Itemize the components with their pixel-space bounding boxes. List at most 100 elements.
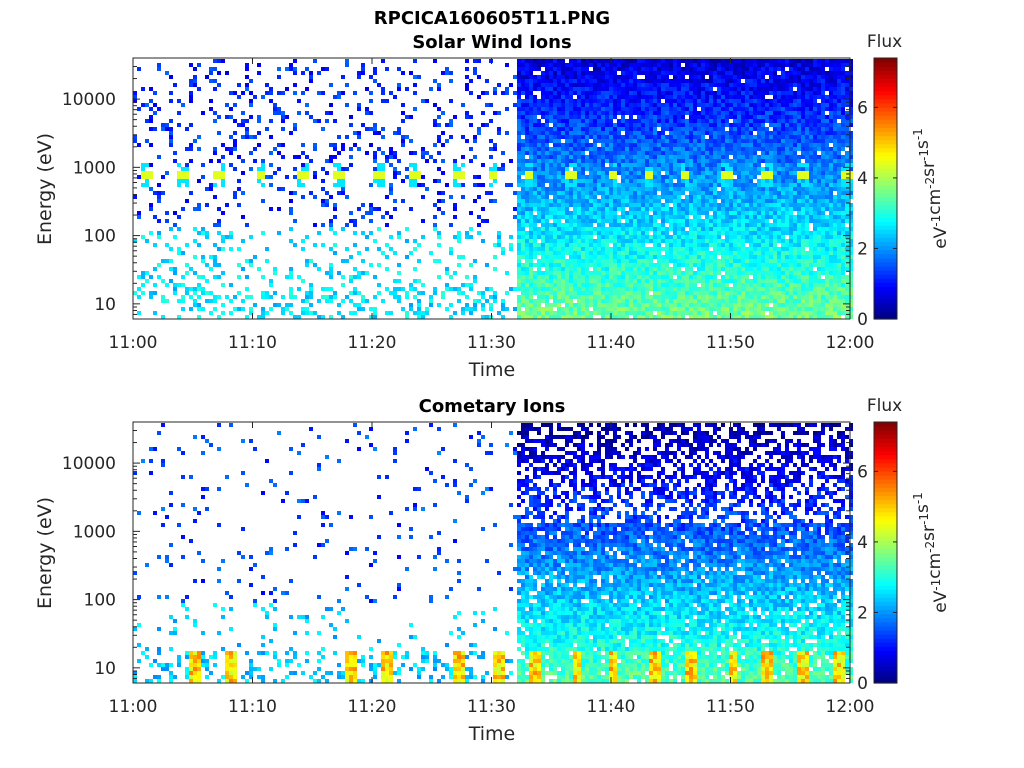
heatmap-cell [517,315,521,319]
heatmap-cell [649,87,653,91]
heatmap-cell [449,123,453,127]
heatmap-cell [413,295,417,299]
heatmap-cell [533,155,537,159]
heatmap-cell [593,95,597,99]
heatmap-cell [529,199,533,203]
heatmap-cell [717,171,721,175]
heatmap-cell [565,91,569,95]
heatmap-cell [665,267,669,271]
heatmap-cell [681,271,685,275]
heatmap-cell [561,123,565,127]
heatmap-cell [565,143,569,147]
heatmap-cell [553,175,557,179]
heatmap-cell [657,59,661,63]
heatmap-cell [189,95,193,99]
heatmap-cell [269,307,273,311]
heatmap-cell [613,59,617,63]
heatmap-cell [681,99,685,103]
heatmap-cell [625,151,629,155]
heatmap-cell [533,163,537,167]
heatmap-cell [641,275,645,279]
heatmap-cell [653,211,657,215]
heatmap-cell [593,219,597,223]
heatmap-cell [617,203,621,207]
heatmap-cell [605,171,609,175]
heatmap-cell [717,167,721,171]
heatmap-cell [425,187,429,191]
heatmap-cell [673,131,677,135]
heatmap-cell [673,251,677,255]
heatmap-cell [325,199,329,203]
heatmap-cell [713,243,717,247]
heatmap-cell [577,175,581,179]
heatmap-cell [705,195,709,199]
heatmap-cell [629,195,633,199]
heatmap-cell [557,295,561,299]
heatmap-cell [557,111,561,115]
heatmap-cell [393,207,397,211]
heatmap-cell [645,115,649,119]
heatmap-cell [745,131,749,135]
heatmap-cell [593,107,597,111]
heatmap-cell [681,107,685,111]
heatmap-cell [565,191,569,195]
heatmap-cell [669,107,673,111]
heatmap-cell [609,211,613,215]
heatmap-cell [589,155,593,159]
heatmap-cell [645,227,649,231]
heatmap-cell [541,91,545,95]
heatmap-cell [593,283,597,287]
heatmap-cell [545,295,549,299]
heatmap-cell [585,135,589,139]
heatmap-cell [233,119,237,123]
heatmap-cell [625,119,629,123]
heatmap-cell [605,287,609,291]
heatmap-cell [197,295,201,299]
heatmap-cell [721,103,725,107]
heatmap-cell [373,67,377,71]
heatmap-cell [741,311,745,315]
heatmap-cell [585,187,589,191]
heatmap-cell [545,267,549,271]
heatmap-cell [745,163,749,167]
heatmap-cell [749,183,753,187]
heatmap-cell [589,127,593,131]
heatmap-cell [581,291,585,295]
heatmap-cell [561,239,565,243]
heatmap-cell [381,59,385,63]
heatmap-cell [581,127,585,131]
heatmap-cell [529,63,533,67]
heatmap-cell [561,179,565,183]
heatmap-cell [545,275,549,279]
heatmap-cell [725,103,729,107]
heatmap-cell [737,91,741,95]
heatmap-cell [497,131,501,135]
heatmap-cell [717,263,721,267]
heatmap-cell [657,307,661,311]
heatmap-cell [649,143,653,147]
heatmap-cell [693,195,697,199]
heatmap-cell [445,271,449,275]
heatmap-cell [641,159,645,163]
heatmap-cell [637,179,641,183]
heatmap-cell [613,87,617,91]
heatmap-cell [753,271,757,275]
heatmap-cell [613,147,617,151]
heatmap-cell [677,127,681,131]
heatmap-cell [689,291,693,295]
heatmap-cell [525,243,529,247]
heatmap-cell [305,87,309,91]
heatmap-cell [677,243,681,247]
heatmap-cell [525,111,529,115]
heatmap-cell [753,227,757,231]
heatmap-cell [709,251,713,255]
heatmap-cell [617,195,621,199]
heatmap-cell [497,311,501,315]
heatmap-cell [745,311,749,315]
heatmap-cell [469,147,473,151]
heatmap-cell [593,263,597,267]
heatmap-cell [549,263,553,267]
heatmap-cell [573,223,577,227]
heatmap-cell [665,187,669,191]
heatmap-cell [709,219,713,223]
